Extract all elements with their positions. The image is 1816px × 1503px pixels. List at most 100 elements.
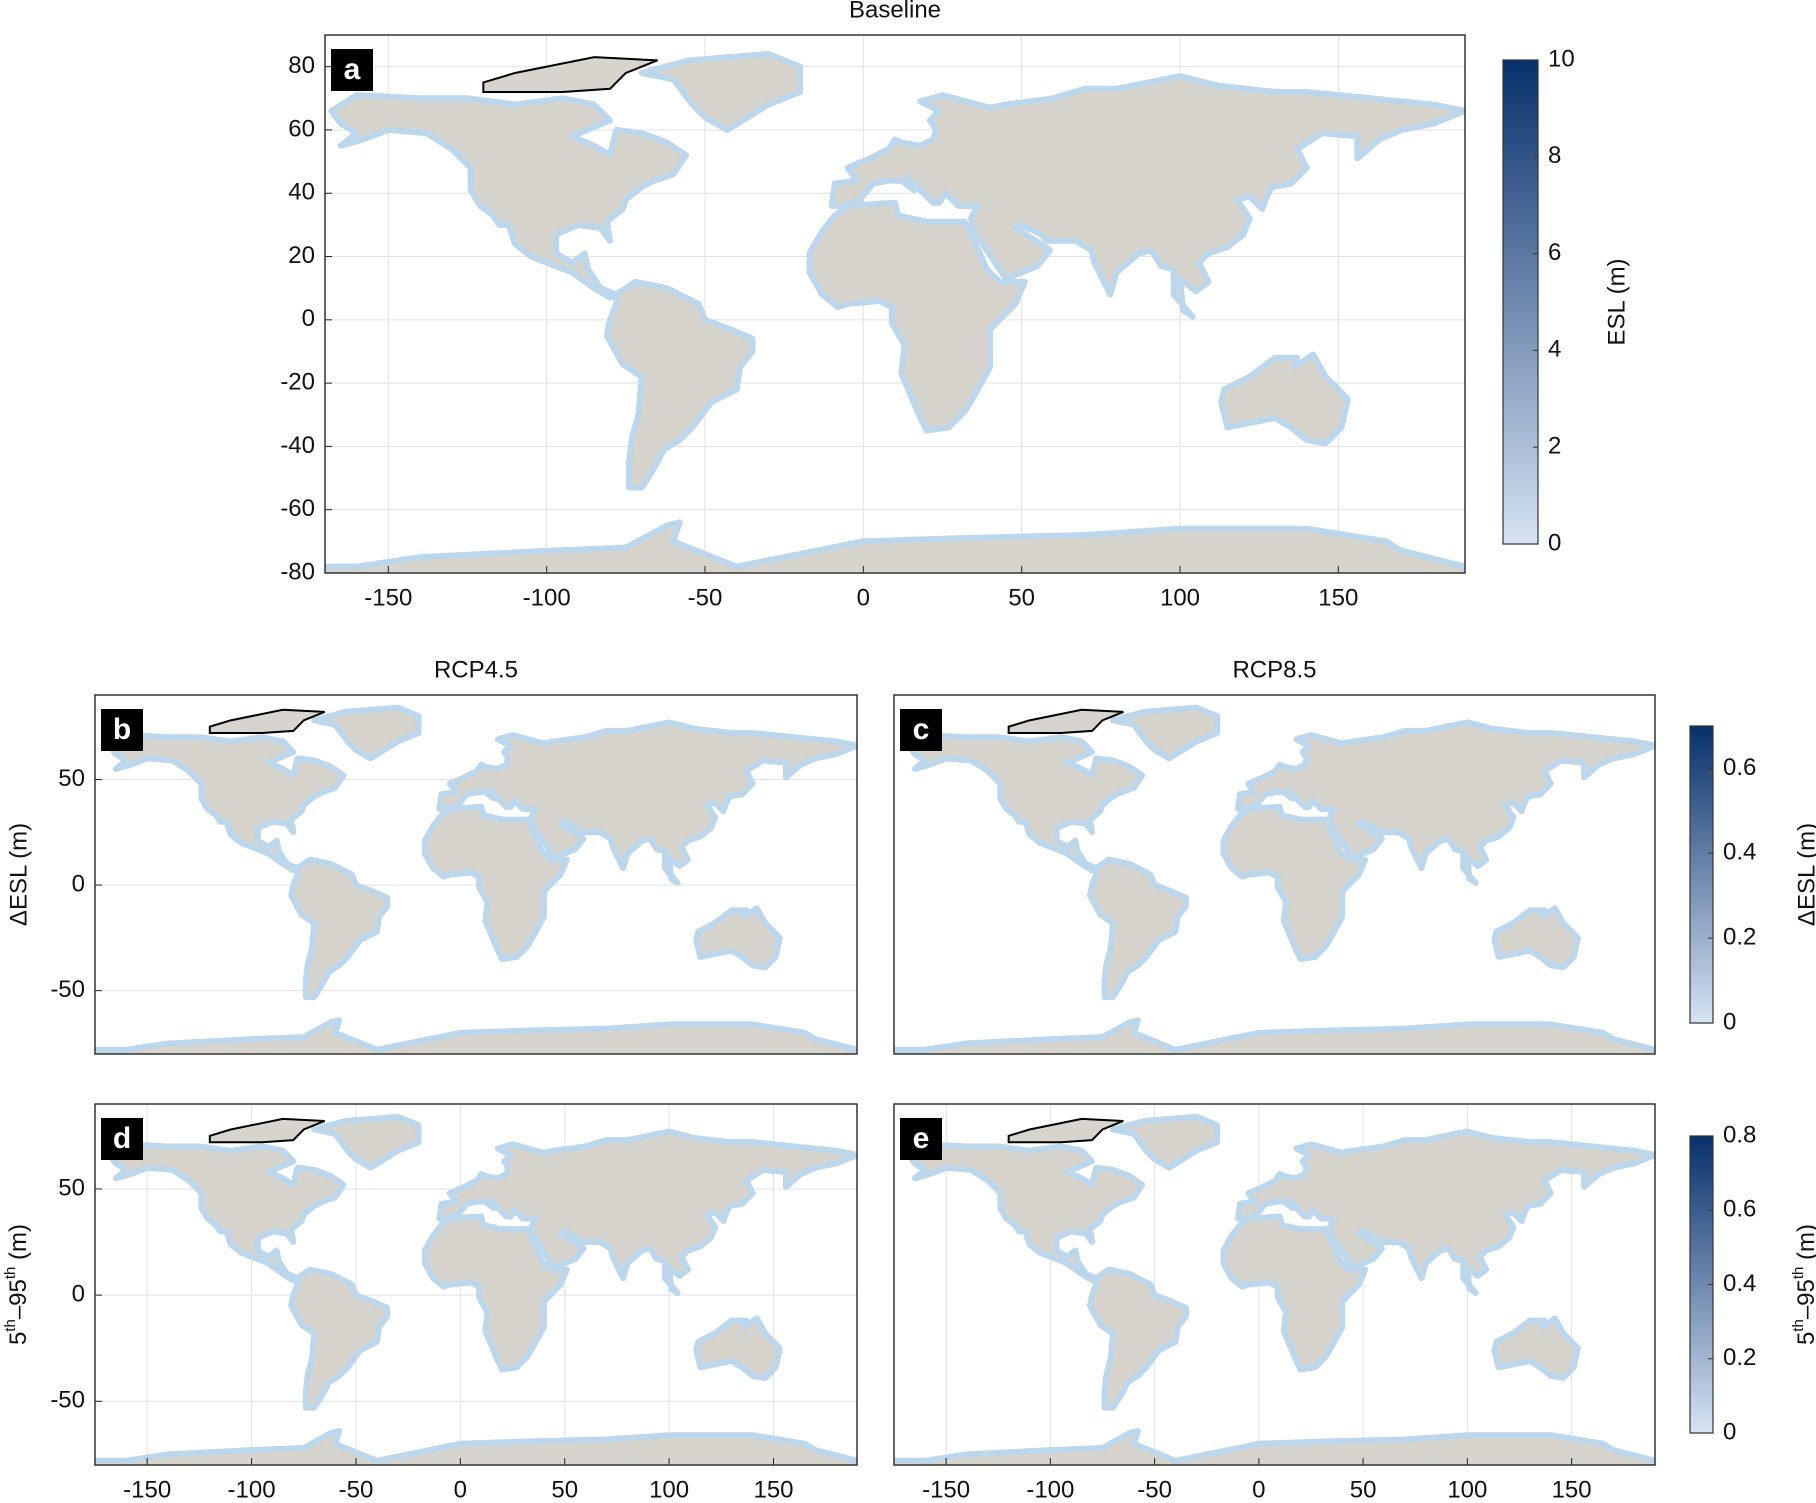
label-part: 5 [1793, 1332, 1816, 1345]
y-tick-label: -50 [50, 976, 85, 1003]
panel-title: Baseline [849, 0, 941, 23]
map-frame [94, 694, 858, 1055]
panel-letter: d [113, 1122, 131, 1155]
colorbar: 0 0.2 0.4 0.6 ΔESL (m) [1689, 725, 1816, 1035]
colorbar-tick-label: 0.8 [1723, 1121, 1756, 1148]
map-content [325, 35, 1465, 573]
land [1086, 856, 1189, 1000]
colorbar-gradient [1689, 725, 1714, 1024]
land [106, 1141, 347, 1284]
map-frame [893, 694, 1656, 1055]
land [894, 1428, 1655, 1465]
land [95, 1017, 857, 1054]
x-tick-label: -150 [123, 1476, 171, 1503]
y-tick-label: 50 [58, 1174, 85, 1201]
land [828, 73, 1465, 320]
y-tick-label: -60 [280, 495, 315, 522]
map-frame [94, 1103, 858, 1466]
map-panel: -150 -100 -50 0 50 100 150 -80 -60 -40 -20 0 20 40 60 8… [280, 0, 1466, 611]
colorbar-tick-label: 0.6 [1723, 1196, 1756, 1223]
y-tick-label: -40 [280, 432, 315, 459]
land [311, 1113, 422, 1171]
land [905, 1141, 1146, 1284]
panel-letter: c [913, 713, 930, 746]
x-tick-label: 0 [857, 584, 870, 611]
arctic-islands [1007, 1117, 1124, 1144]
panel-letter-box [101, 1118, 143, 1160]
y-axis-label: ΔESL (m) [5, 823, 32, 926]
colorbar: 00.20.40.60.85th–95th (m) [1689, 1121, 1816, 1445]
land [436, 1128, 857, 1296]
land [894, 1017, 1655, 1054]
x-tick-label: -100 [228, 1476, 276, 1503]
x-tick-label: -150 [364, 584, 412, 611]
colorbar-label: 5th–95th (m) [1790, 1224, 1816, 1345]
arctic-islands [1007, 708, 1124, 735]
map-panel: -50 0 50 b RCP4.5 ΔESL (m) [5, 656, 858, 1055]
x-tick-label: -100 [1026, 1476, 1074, 1503]
land [421, 1213, 570, 1373]
map-frame [893, 1103, 1656, 1466]
y-tick-label: -80 [280, 558, 315, 585]
map-frame [324, 34, 1466, 574]
x-tick-label: 100 [1447, 1476, 1487, 1503]
colorbar-tick-label: 0.6 [1723, 754, 1756, 781]
colorbar-tick-label: 0.4 [1723, 839, 1756, 866]
x-tick-label: 0 [1252, 1476, 1265, 1503]
colorbar-label: ESL (m) [1603, 258, 1630, 345]
arctic-islands [208, 708, 326, 735]
land [1109, 1113, 1221, 1171]
colorbar-tick-label: 0 [1723, 1418, 1736, 1445]
y-tick-label: 80 [288, 52, 315, 79]
panel-title: RCP8.5 [1232, 656, 1316, 683]
land [311, 704, 422, 762]
map-panel: -150 -100 -50 0 50 100 150 e [893, 1103, 1656, 1503]
y-tick-label: 20 [288, 242, 315, 269]
land [436, 719, 857, 886]
land [693, 905, 783, 971]
land [905, 732, 1146, 874]
colorbar-tick-label: 0 [1723, 1008, 1736, 1035]
x-tick-label: -50 [339, 1476, 374, 1503]
label-part: (m) [5, 1224, 32, 1267]
label-part: th [2, 1267, 19, 1280]
map-panel: c RCP8.5 [893, 656, 1656, 1055]
panel-letter: a [344, 53, 361, 86]
land [603, 278, 756, 491]
panel-letter-box [900, 709, 942, 751]
colorbar-tick-label: 8 [1548, 142, 1561, 169]
land [638, 50, 803, 133]
land [288, 1266, 391, 1411]
label-part: th [1790, 1319, 1807, 1332]
label-part: –95 [1793, 1279, 1816, 1319]
x-tick-label: 0 [454, 1476, 467, 1503]
y-tick-label: -20 [280, 368, 315, 395]
land [1086, 1266, 1189, 1411]
map-content [894, 1104, 1655, 1465]
colorbar-tick-label: 0.2 [1723, 923, 1756, 950]
panel-title: RCP4.5 [434, 656, 518, 683]
land [806, 199, 1028, 434]
map-content [95, 704, 857, 1054]
y-tick-label: 0 [302, 305, 315, 332]
colorbar-gradient [1502, 59, 1539, 545]
label-part: 5 [5, 1332, 32, 1345]
land [1491, 1315, 1581, 1381]
land [1220, 803, 1369, 962]
y-axis-label: 5th–95th (m) [2, 1224, 32, 1345]
label-part: (m) [1793, 1224, 1816, 1267]
y-tick-label: 50 [58, 765, 85, 792]
label-part: th [1790, 1267, 1807, 1280]
y-tick-label: 0 [72, 1280, 85, 1307]
x-tick-label: 100 [649, 1476, 689, 1503]
colorbar-tick-label: 6 [1548, 239, 1561, 266]
x-tick-label: 150 [1552, 1476, 1592, 1503]
colorbar-tick-label: 0.4 [1723, 1270, 1756, 1297]
land [288, 856, 391, 1000]
colorbar-tick-label: 2 [1548, 433, 1561, 460]
land [106, 732, 347, 874]
map-content [95, 1104, 857, 1465]
y-tick-label: -50 [50, 1387, 85, 1414]
